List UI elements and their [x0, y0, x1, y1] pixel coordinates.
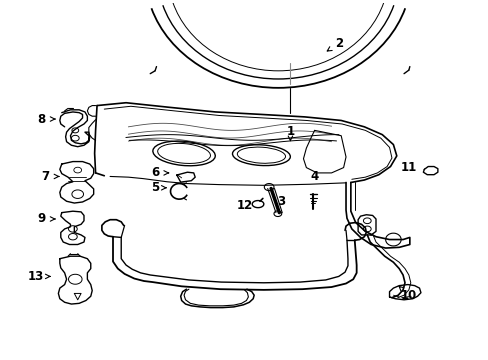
Text: 5: 5: [151, 181, 159, 194]
Text: 1: 1: [286, 125, 294, 138]
Text: 3: 3: [276, 195, 284, 208]
Text: 10: 10: [400, 289, 416, 302]
Text: 9: 9: [37, 212, 45, 225]
Text: 4: 4: [310, 170, 318, 183]
Text: 11: 11: [400, 161, 416, 174]
Text: 2: 2: [334, 37, 342, 50]
Text: 6: 6: [151, 166, 159, 179]
Text: 7: 7: [41, 170, 49, 183]
Text: 8: 8: [37, 113, 45, 126]
Text: 12: 12: [236, 199, 252, 212]
Text: 13: 13: [27, 270, 44, 283]
